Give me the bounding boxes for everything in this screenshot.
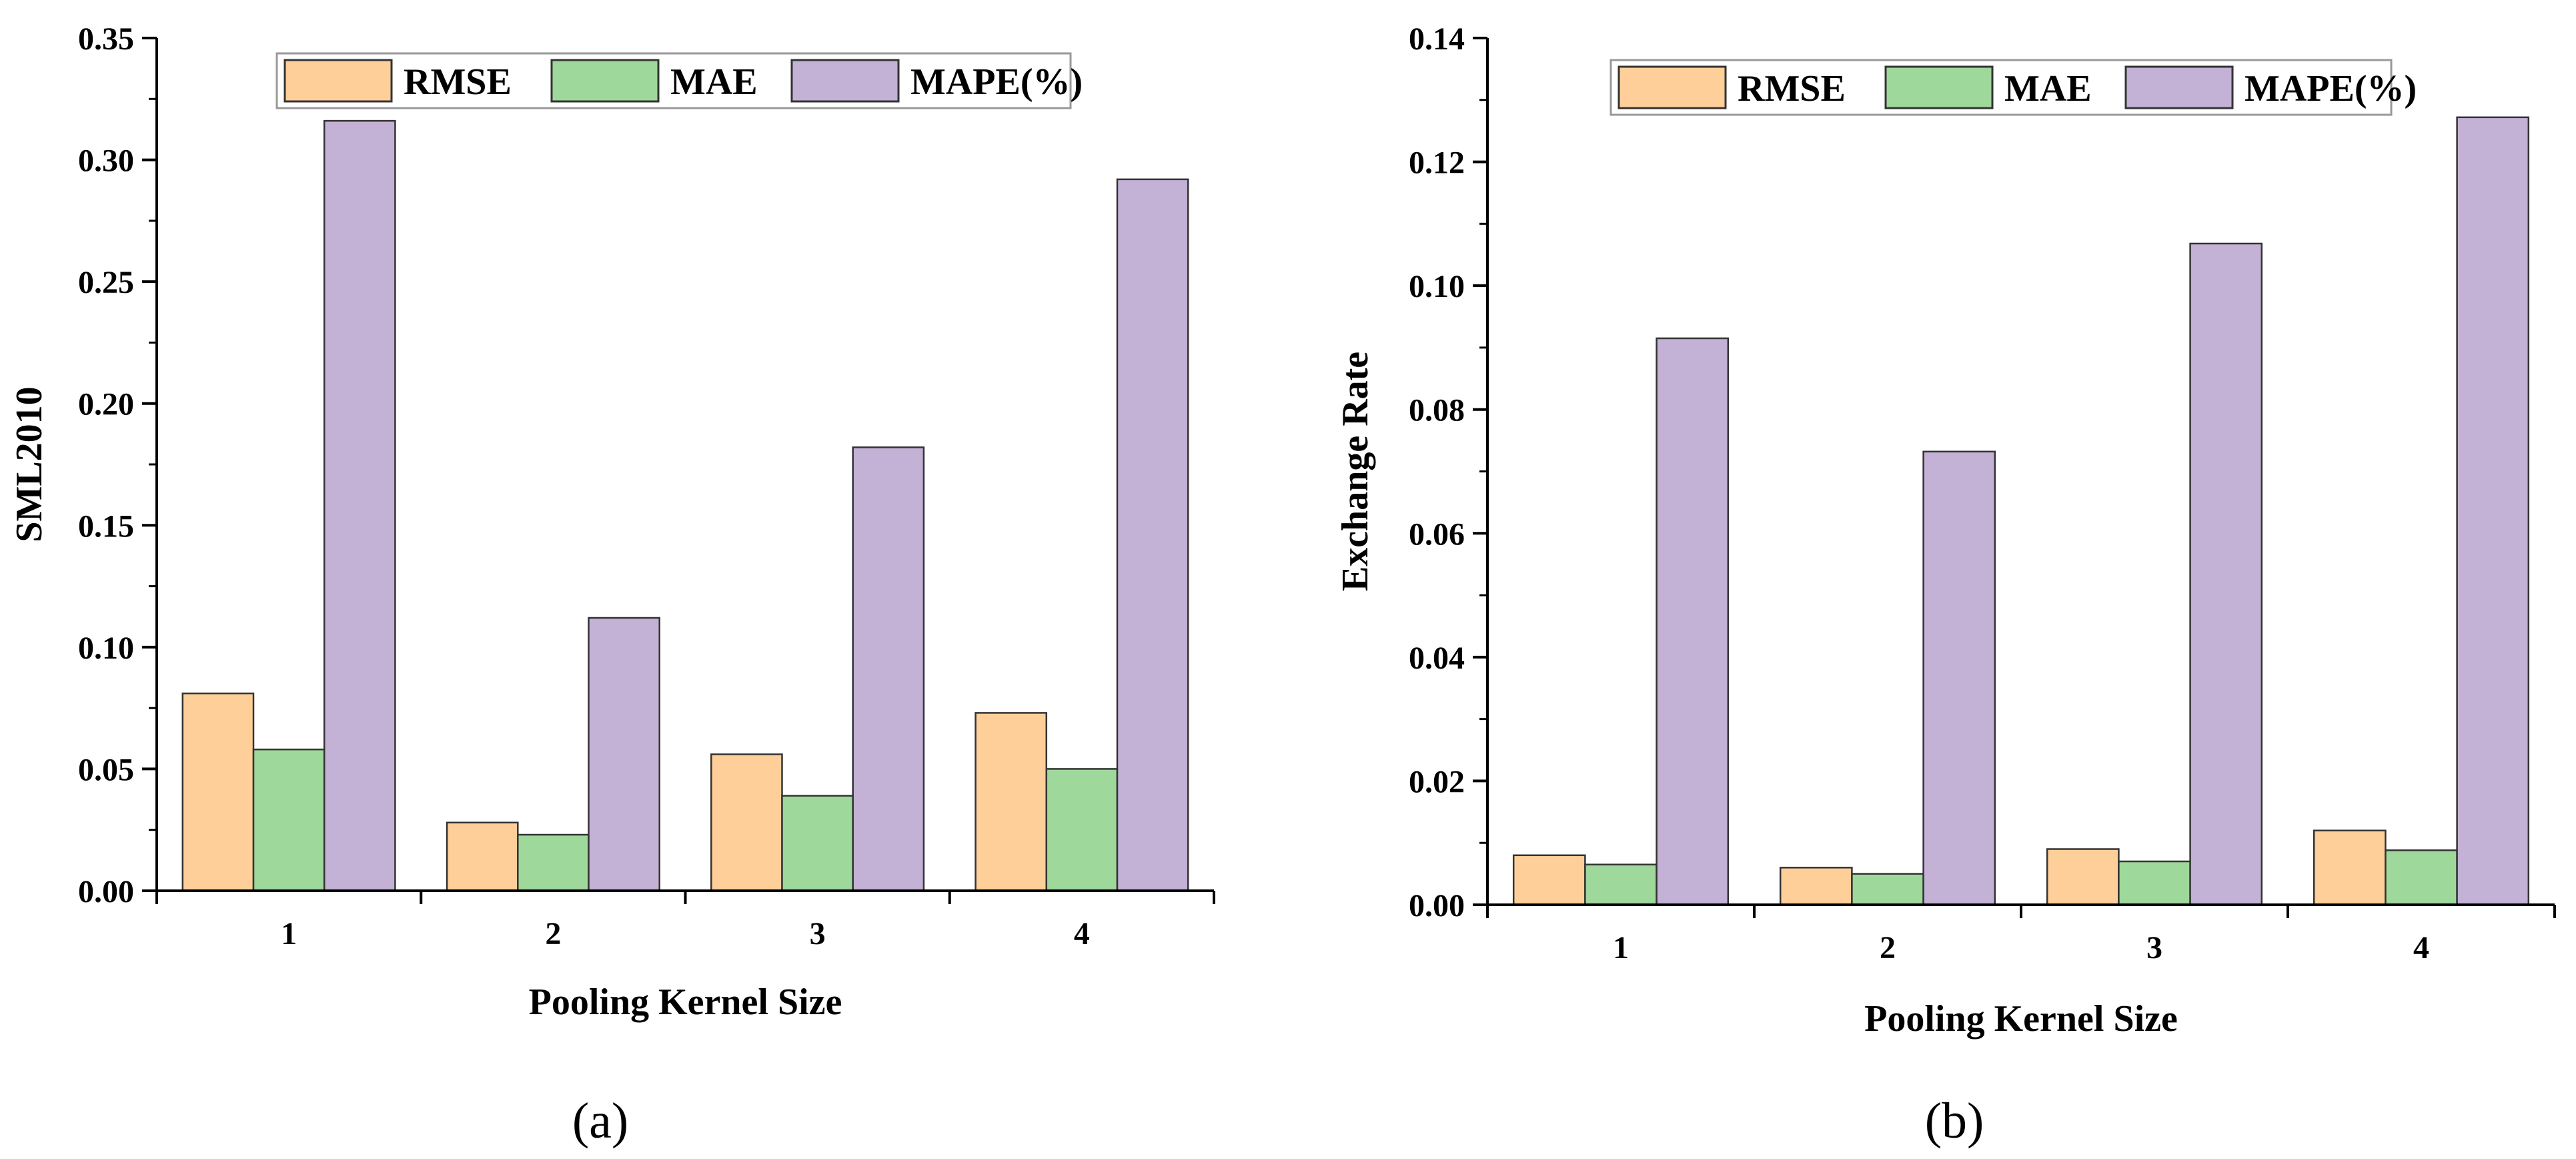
legend-label-mape: MAPE(%): [910, 61, 1083, 103]
y-tick-label: 0.05: [78, 752, 134, 787]
legend-swatch-mape: [790, 59, 900, 103]
bar-rmse-3: [710, 753, 783, 892]
y-tick-label: 0.25: [78, 265, 134, 300]
y-tick-label: 0.35: [78, 21, 134, 57]
bar-mape-3: [2189, 242, 2263, 906]
x-tick-label: 2: [1880, 930, 1896, 965]
legend-box: [275, 52, 1072, 109]
legend-label-mape: MAPE(%): [2244, 68, 2417, 109]
bar-rmse-4: [975, 712, 1048, 892]
bar-rmse-1: [1512, 854, 1586, 906]
y-tick-label: 0.10: [78, 631, 134, 666]
legend-label-mae: MAE: [670, 61, 758, 103]
legend: RMSE MAE MAPE(%): [1609, 59, 2417, 116]
y-tick-label: 0.15: [78, 508, 134, 544]
y-axis-title: SML2010: [9, 386, 50, 542]
chart-panel-b: 0.00 0.02 0.04 0.06 0.08 0.10 0.12 0.14 1 2 3 4 Pool…: [1335, 21, 2556, 1149]
y-tick-label: 0.00: [78, 874, 134, 909]
legend-swatch-rmse: [1618, 65, 1727, 109]
bar-mae-3: [781, 795, 854, 892]
bar-mae-4: [1045, 768, 1119, 892]
x-axis-title: Pooling Kernel Size: [529, 982, 842, 1023]
bar-mape-3: [852, 446, 925, 892]
bar-mape-4: [1116, 178, 1189, 892]
x-tick-label: 2: [545, 916, 561, 951]
bar-mape-1: [1656, 337, 1730, 906]
y-tick-label: 0.20: [78, 387, 134, 422]
y-tick-label: 0.02: [1409, 764, 1465, 799]
legend-swatch-mape: [2124, 65, 2234, 109]
legend-swatch-rmse: [283, 59, 393, 103]
y-axis-title: Exchange Rate: [1335, 352, 1376, 591]
x-axis-title: Pooling Kernel Size: [1864, 998, 2178, 1040]
y-tick-label: 0.04: [1409, 641, 1465, 676]
panel-label: (a): [572, 1093, 628, 1149]
y-tick-label: 0.10: [1409, 269, 1465, 304]
x-tick-label: 4: [1074, 916, 1090, 951]
panel-label: (b): [1925, 1093, 1984, 1149]
legend-box: [1609, 59, 2393, 116]
bar-rmse-3: [2046, 848, 2120, 906]
bar-mae-4: [2385, 849, 2458, 906]
x-tick-label: 1: [281, 916, 297, 951]
legend: RMSE MAE MAPE(%): [275, 52, 1083, 109]
bar-mape-2: [588, 617, 660, 892]
x-tick-label: 1: [1613, 930, 1629, 965]
bar-rmse-4: [2313, 829, 2387, 906]
bar-rmse-2: [446, 821, 519, 892]
bar-mape-1: [323, 119, 396, 892]
x-tick-label: 3: [2146, 930, 2162, 965]
legend-label-rmse: RMSE: [404, 61, 512, 103]
legend-swatch-mae: [1884, 65, 1994, 109]
y-tick-label: 0.14: [1409, 21, 1465, 57]
x-tick-label: 3: [810, 916, 826, 951]
bar-mae-3: [2118, 860, 2191, 906]
legend-label-mae: MAE: [2004, 68, 2092, 109]
y-tick-label: 0.12: [1409, 145, 1465, 181]
legend-label-rmse: RMSE: [1738, 68, 1846, 109]
y-tick-label: 0.08: [1409, 393, 1465, 428]
y-tick-label: 0.06: [1409, 516, 1465, 552]
bar-mae-1: [252, 748, 326, 892]
bar-mape-4: [2456, 116, 2530, 906]
y-tick-label: 0.30: [78, 143, 134, 179]
bar-mape-2: [1922, 450, 1996, 906]
y-tick-label: 0.00: [1409, 888, 1465, 923]
bar-rmse-2: [1779, 867, 1853, 906]
legend-swatch-mae: [550, 59, 660, 103]
x-tick-label: 4: [2413, 930, 2429, 965]
bar-mae-2: [517, 833, 590, 892]
bar-mae-1: [1584, 863, 1658, 906]
chart-panel-a: 0.00 0.05 0.10 0.15 0.20 0.25 0.30 0.35 1 2 3 4 Pool…: [9, 21, 1215, 1149]
bar-rmse-1: [181, 692, 255, 892]
bar-mae-2: [1851, 873, 1924, 906]
